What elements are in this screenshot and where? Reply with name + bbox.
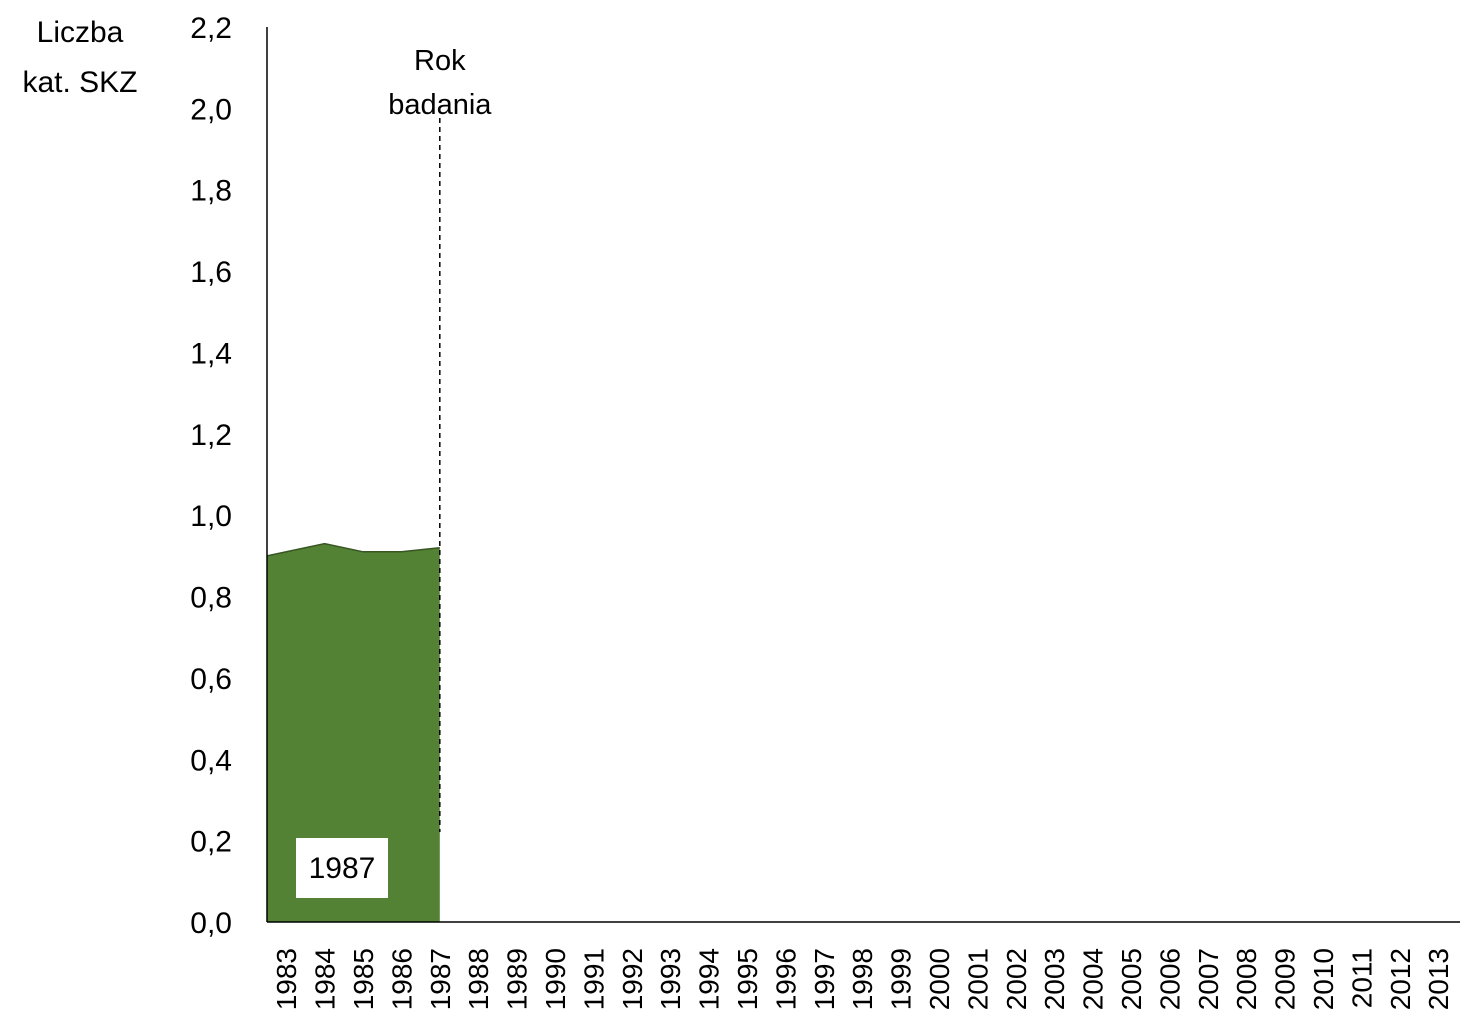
reference-label-line-1: Rok <box>414 45 466 77</box>
x-tick-label: 2008 <box>1231 948 1262 1010</box>
y-tick-label: 2,0 <box>190 93 232 126</box>
x-tick-label: 2000 <box>924 948 955 1010</box>
y-axis-title-line-2: kat. SKZ <box>22 66 137 99</box>
y-tick-label: 1,0 <box>190 500 232 533</box>
x-tick-label: 2005 <box>1116 948 1147 1010</box>
x-tick-label: 1983 <box>271 948 302 1010</box>
y-tick-label: 0,8 <box>190 582 232 615</box>
x-tick-label: 2007 <box>1193 948 1224 1010</box>
y-tick-label: 0,2 <box>190 826 232 859</box>
x-tick-label: 1986 <box>386 948 417 1010</box>
x-tick-label: 1984 <box>310 948 341 1010</box>
x-tick-label: 2001 <box>962 948 993 1010</box>
x-tick-label: 2003 <box>1039 948 1070 1010</box>
x-tick-label: 2010 <box>1308 948 1339 1010</box>
x-tick-label: 1989 <box>502 948 533 1010</box>
x-tick-label: 1990 <box>540 948 571 1010</box>
axes <box>267 27 1460 922</box>
year-label-text: 1987 <box>309 852 376 885</box>
y-tick-label: 1,8 <box>190 175 232 208</box>
reference-label-line-2: badania <box>388 89 492 121</box>
x-tick-label: 1993 <box>655 948 686 1010</box>
x-tick-label: 1994 <box>694 948 725 1010</box>
x-tick-label: 2009 <box>1270 948 1301 1010</box>
x-tick-label: 1988 <box>463 948 494 1010</box>
x-tick-label: 1985 <box>348 948 379 1010</box>
x-tick-label: 2004 <box>1078 948 1109 1010</box>
x-tick-label: 1987 <box>425 948 456 1010</box>
y-tick-label: 2,2 <box>190 12 232 45</box>
x-tick-label: 1996 <box>770 948 801 1010</box>
y-axis-title-line-1: Liczba <box>37 16 124 49</box>
y-tick-label: 1,6 <box>190 256 232 289</box>
x-tick-label: 2012 <box>1385 948 1416 1010</box>
x-tick-label: 2011 <box>1346 948 1377 1008</box>
y-tick-label: 0,0 <box>190 907 232 940</box>
y-tick-label: 1,2 <box>190 419 232 452</box>
x-tick-label: 2013 <box>1423 948 1454 1010</box>
y-tick-label: 0,6 <box>190 663 232 696</box>
y-tick-label: 0,4 <box>190 744 232 777</box>
y-tick-label: 1,4 <box>190 337 232 370</box>
x-tick-label: 1995 <box>732 948 763 1010</box>
y-axis-ticks: 0,0 0,2 0,4 0,6 0,8 1,0 1,2 1,4 1,6 1,8 2,0 2,2 <box>190 12 232 940</box>
x-tick-label: 2006 <box>1154 948 1185 1010</box>
x-tick-label: 1999 <box>886 948 917 1010</box>
x-tick-label: 1997 <box>809 948 840 1010</box>
x-tick-label: 1991 <box>578 948 609 1010</box>
x-tick-label: 2002 <box>1001 948 1032 1010</box>
x-tick-label: 1992 <box>617 948 648 1010</box>
x-tick-label: 1998 <box>847 948 878 1010</box>
